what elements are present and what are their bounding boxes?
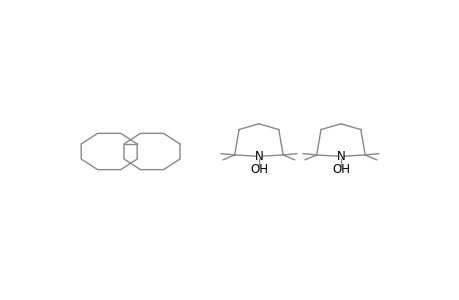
Text: N: N <box>254 150 263 163</box>
Text: OH: OH <box>249 163 267 176</box>
Text: OH: OH <box>331 163 349 176</box>
Text: N: N <box>336 150 345 163</box>
